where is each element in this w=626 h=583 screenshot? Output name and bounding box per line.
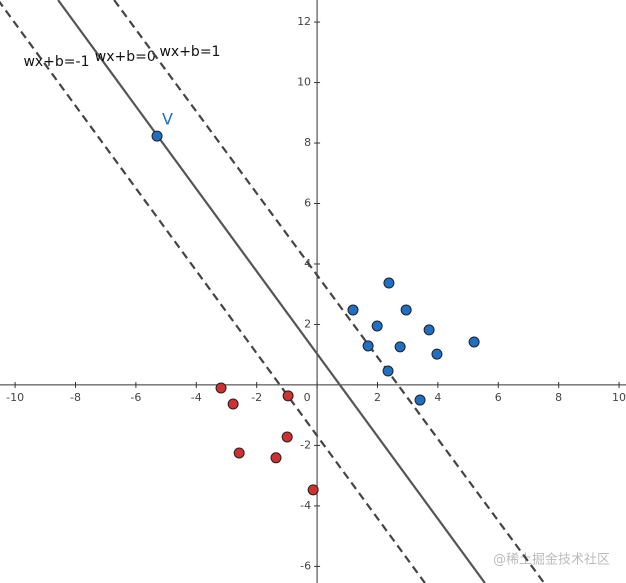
boundary-line — [113, 0, 546, 583]
x-tick-label: 10 — [612, 391, 626, 404]
data-point — [371, 320, 383, 332]
y-tick-label: -4 — [300, 499, 311, 512]
data-point — [431, 348, 443, 360]
x-tick-label: 4 — [434, 391, 441, 404]
line-label: wx+b=1 — [159, 44, 220, 60]
line-label: wx+b=0 — [95, 49, 156, 65]
x-tick-label: -8 — [70, 391, 81, 404]
x-tick-label: 2 — [374, 391, 381, 404]
data-point — [281, 431, 293, 443]
y-tick-label: -6 — [300, 559, 311, 572]
boundary-line — [57, 0, 486, 583]
data-point — [151, 130, 163, 142]
data-point — [347, 304, 359, 316]
data-point — [383, 277, 395, 289]
boundary-line — [0, 0, 426, 583]
watermark: @稀土掘金技术社区 — [493, 552, 610, 568]
data-point — [282, 390, 294, 402]
data-point — [233, 447, 245, 459]
point-label: V — [162, 110, 173, 129]
y-tick-label: 6 — [304, 197, 311, 210]
x-tick-label: -2 — [251, 391, 262, 404]
data-point — [382, 365, 394, 377]
data-point — [468, 336, 480, 348]
y-tick-label: 8 — [304, 136, 311, 149]
x-tick-label: -6 — [130, 391, 141, 404]
data-point — [400, 304, 412, 316]
data-point — [362, 340, 374, 352]
y-tick-label: 12 — [297, 15, 311, 28]
x-tick-label: 6 — [495, 391, 502, 404]
data-point — [227, 398, 239, 410]
x-tick-label: 8 — [555, 391, 562, 404]
data-point — [215, 382, 227, 394]
data-point — [423, 324, 435, 336]
y-tick-label: 10 — [297, 76, 311, 89]
y-tick-label: 2 — [304, 317, 311, 330]
line-label: wx+b=-1 — [23, 54, 89, 70]
data-point — [414, 394, 426, 406]
y-tick-label: -2 — [300, 438, 311, 451]
data-point — [394, 341, 406, 353]
data-point — [307, 484, 319, 496]
x-tick-label: 0 — [304, 391, 311, 404]
x-tick-label: -4 — [191, 391, 202, 404]
x-tick-label: -10 — [6, 391, 24, 404]
data-point — [270, 452, 282, 464]
